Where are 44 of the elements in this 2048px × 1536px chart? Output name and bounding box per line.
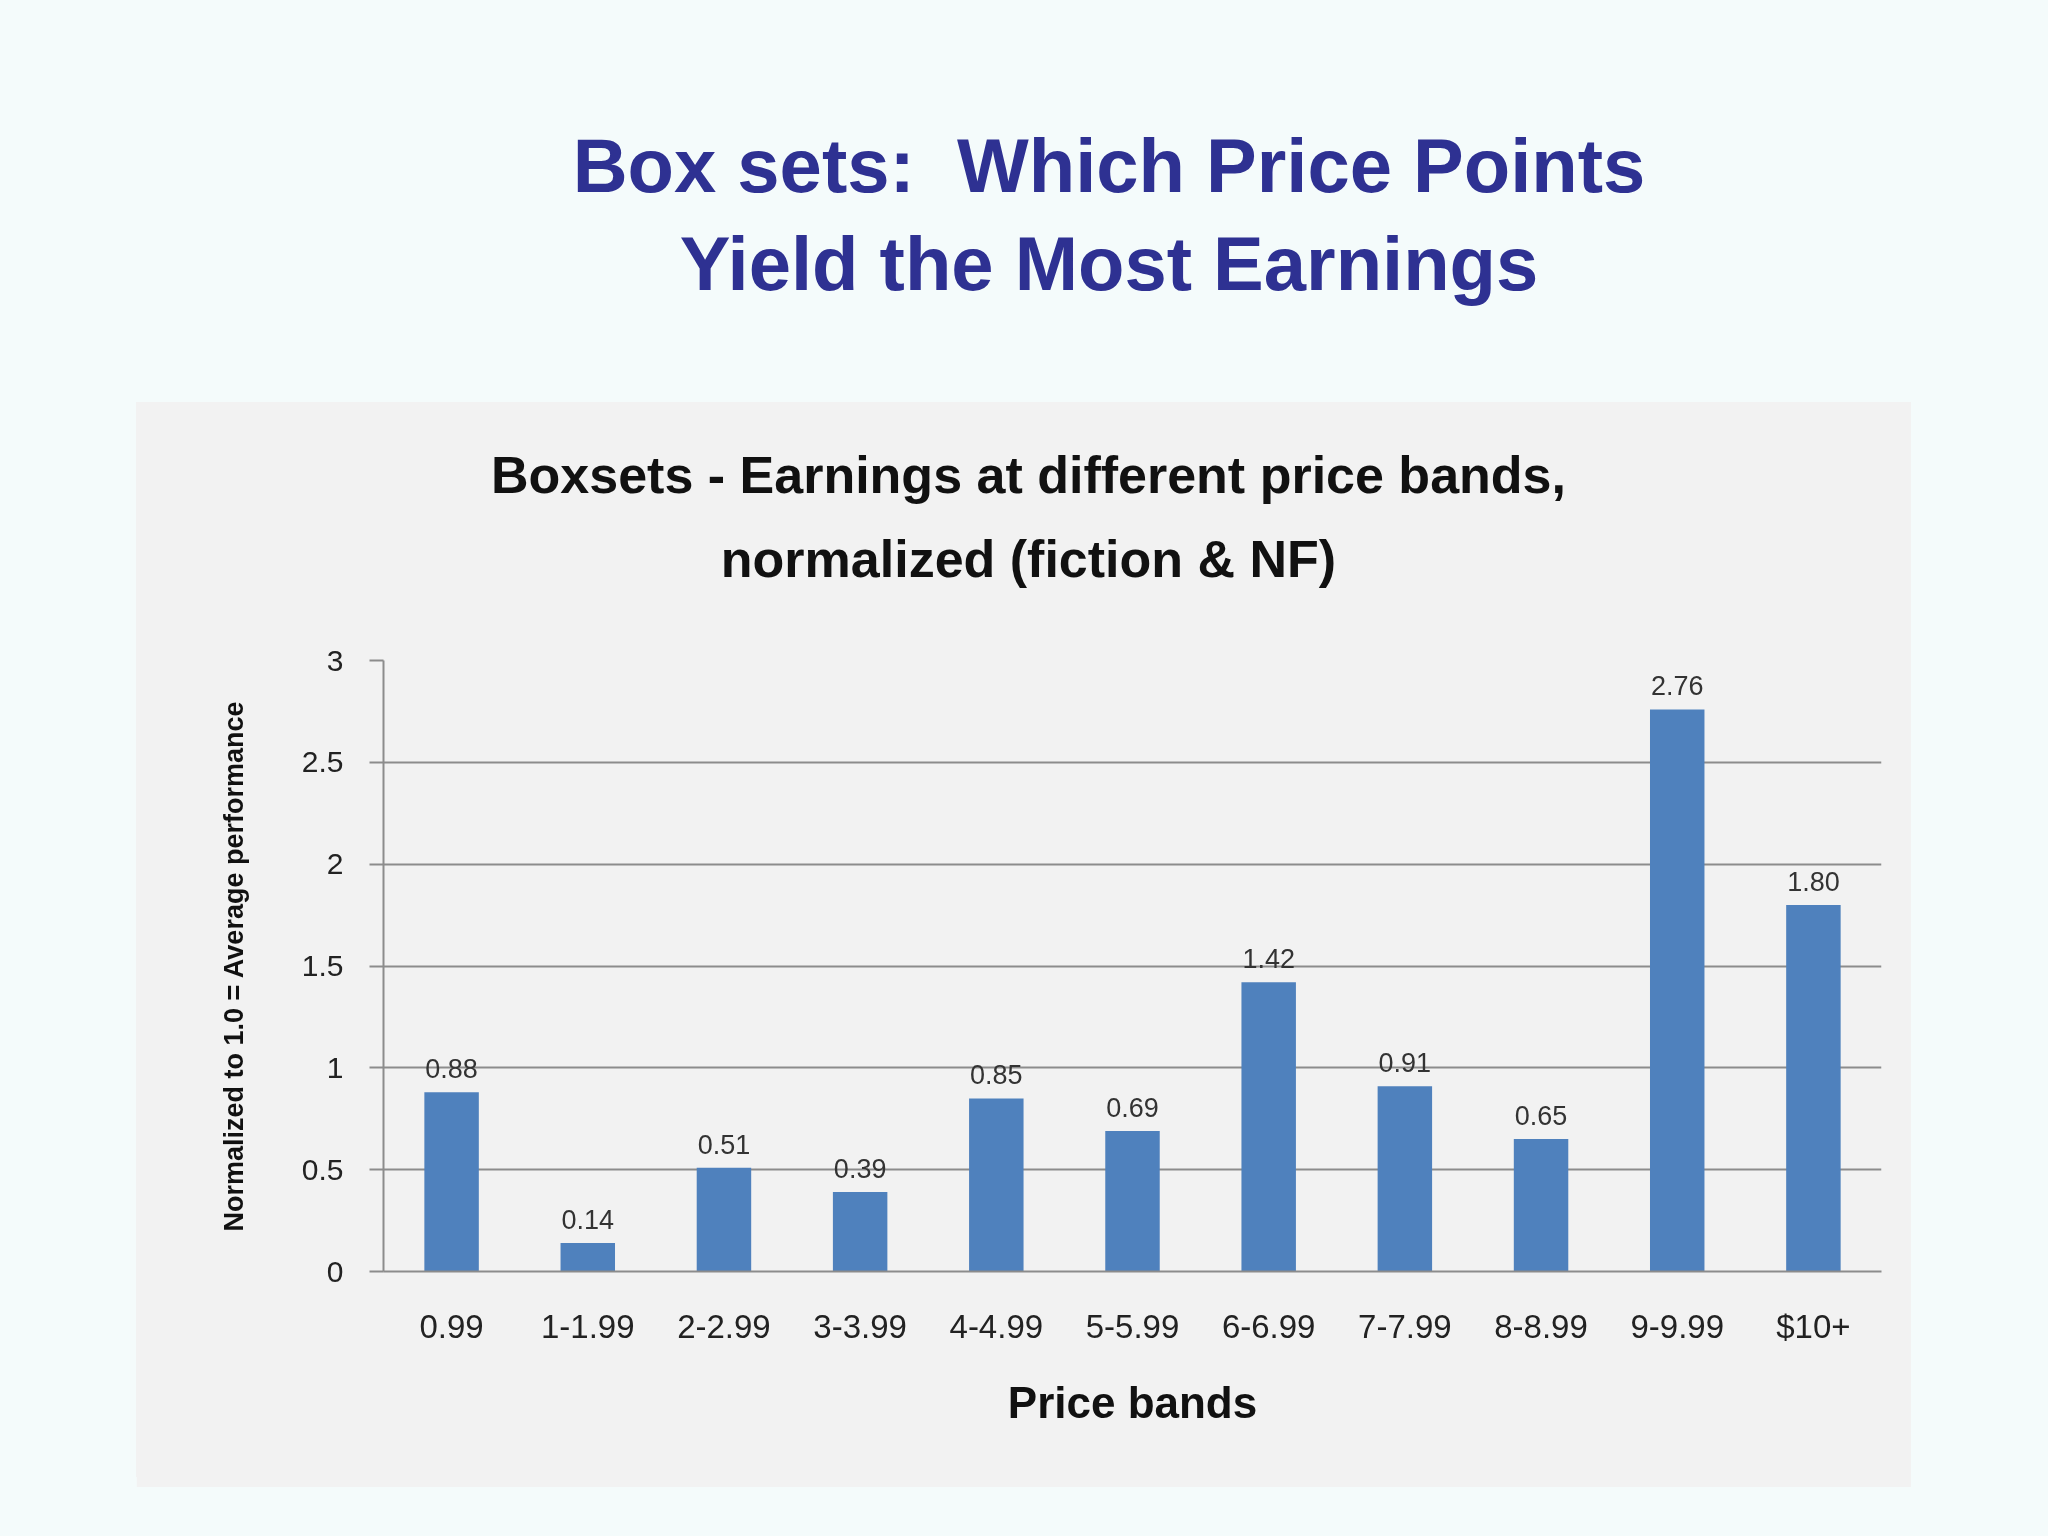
data-label: 0.39 [833, 1154, 887, 1185]
data-label: 0.65 [1514, 1101, 1568, 1132]
bar [832, 1192, 888, 1272]
chart-title: Box sets: Which Price Points Yield the Most Earnings [571, 122, 1647, 308]
data-label: 0.51 [697, 1129, 751, 1160]
y-tick-label: 1 [326, 1050, 344, 1084]
chart-subtitle: Boxsets - Earnings at different price bands, normalized (fiction & NF) [490, 445, 1567, 590]
y-tick-label: 2 [326, 847, 344, 881]
x-tick-label: 5-5.99 [1085, 1307, 1180, 1345]
x-tick-label: 3-3.99 [813, 1307, 907, 1345]
bar [1241, 982, 1296, 1272]
data-label: 1.80 [1787, 866, 1840, 897]
y-tick-label: 0 [326, 1254, 344, 1288]
data-label: 0.91 [1378, 1048, 1432, 1079]
x-tick-label: 1-1.99 [540, 1307, 635, 1345]
y-axis-title: Normalized to 1.0 = Average performance [218, 701, 249, 1232]
x-tick-label: $10+ [1776, 1307, 1851, 1345]
bar [560, 1242, 616, 1272]
x-tick-label: 0.99 [419, 1307, 484, 1345]
bar [969, 1098, 1024, 1272]
data-label: 0.88 [425, 1054, 478, 1085]
data-label: 0.85 [970, 1060, 1023, 1091]
x-tick-label: 2-2.99 [677, 1307, 771, 1345]
data-label: 0.69 [1106, 1092, 1159, 1123]
y-tick-label: 1.5 [301, 949, 344, 982]
x-tick-label: 9-9.99 [1630, 1307, 1725, 1345]
y-tick-label: 0.5 [301, 1152, 344, 1186]
bar [1786, 904, 1841, 1272]
bar [1649, 709, 1705, 1272]
data-label: 2.76 [1650, 671, 1704, 702]
data-label: 1.42 [1242, 944, 1295, 975]
x-tick-label: 6-6.99 [1221, 1307, 1316, 1345]
x-axis-title: Price bands [1007, 1377, 1258, 1427]
bar [424, 1092, 479, 1272]
data-label: 0.14 [561, 1204, 615, 1235]
bar [696, 1167, 752, 1272]
x-tick-label: 7-7.99 [1358, 1307, 1452, 1345]
y-tick-label: 3 [326, 643, 344, 677]
x-tick-label: 8-8.99 [1494, 1307, 1588, 1345]
bar [1105, 1130, 1160, 1272]
bar [1377, 1086, 1433, 1272]
bar [1513, 1139, 1569, 1272]
y-tick-label: 2.5 [301, 745, 344, 779]
x-tick-label: 4-4.99 [949, 1307, 1044, 1345]
